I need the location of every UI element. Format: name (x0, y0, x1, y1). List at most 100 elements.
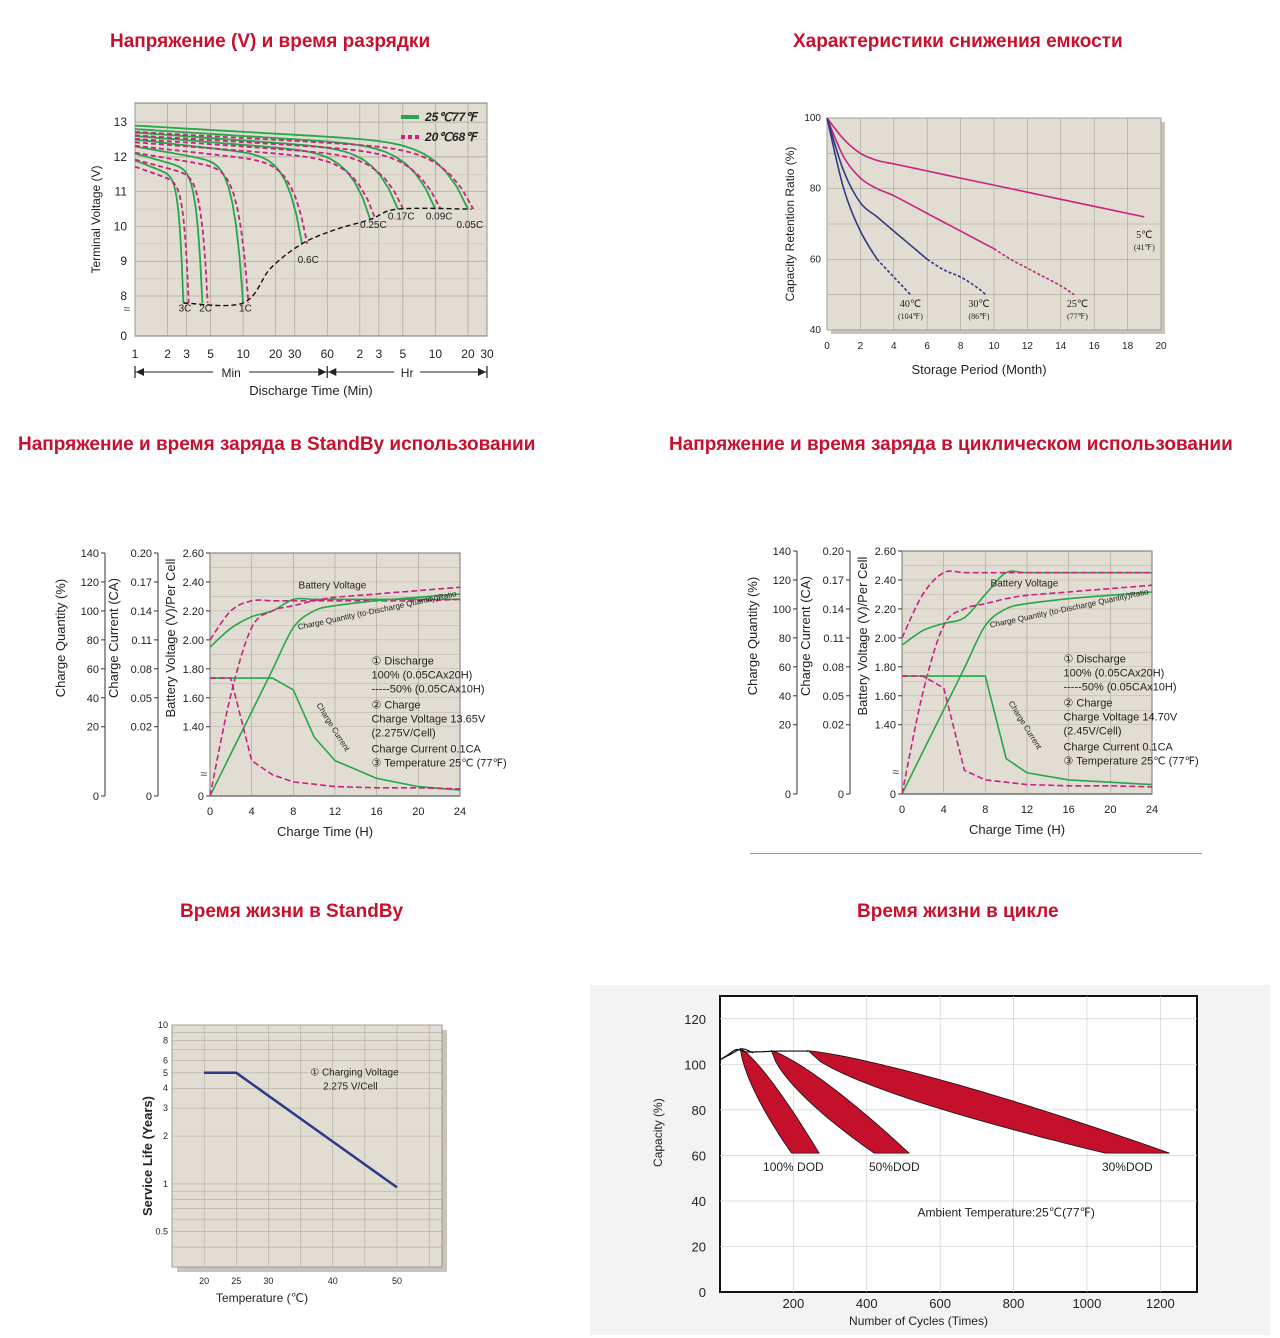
y-tick-label: 0.14 (131, 606, 152, 618)
x-axis-label: Charge Time (H) (969, 822, 1065, 837)
note-line: 2.275 V/Cell (323, 1081, 377, 1092)
y-tick-label: 100 (804, 113, 821, 124)
y-tick-label: 5 (163, 1068, 168, 1078)
y-axis-label: Service Life (Years) (140, 1096, 155, 1216)
discharge-curve (134, 152, 204, 304)
y-tick-label: 0.02 (131, 722, 152, 734)
x-tick-label: 1200 (1146, 1296, 1175, 1311)
y-tick-label: 80 (692, 1103, 706, 1118)
y-tick-label: 120 (81, 577, 99, 589)
y-tick-label: 8 (120, 289, 127, 303)
ambient-temperature-note: Ambient Temperature:25℃(77℉) (917, 1205, 1094, 1219)
discharge-curve (134, 135, 372, 220)
x-tick-label: 1000 (1072, 1296, 1101, 1311)
rate-label: 0.6C (298, 255, 319, 266)
charge-current-50-curve (902, 675, 1153, 788)
y-tick-label: 1.60 (183, 693, 204, 705)
x-tick-label: 800 (1003, 1296, 1025, 1311)
note-line: Charge Current 0.1CA (371, 743, 481, 755)
y-tick-label: 60 (779, 662, 791, 674)
discharge-curve (134, 151, 250, 304)
min-segment-label: Min (221, 366, 240, 380)
x-tick-label: 24 (1146, 804, 1158, 816)
y-tick-label: 0.20 (823, 546, 844, 558)
discharge-curve (134, 144, 309, 244)
x-tick-label: 30 (288, 347, 302, 361)
rate-label: 0.17C (388, 212, 415, 223)
capacity-fade-chart: 0 2 4 6 8 10 12 14 16 18 20 100 80 60 40 Storage Period… (783, 113, 1167, 377)
x-tick-label: 60 (321, 347, 335, 361)
x-tick-label: 20 (412, 806, 424, 818)
y-tick-label: 2.00 (183, 635, 204, 647)
x-axis-label: Charge Time (H) (277, 824, 373, 839)
discharge-curve (134, 134, 442, 210)
battery-voltage-label: Battery Voltage (299, 581, 367, 592)
hr-segment-label: Hr (401, 366, 414, 380)
y-tick-label: 20 (87, 722, 99, 734)
y-tick-label: 40 (692, 1194, 706, 1209)
y-tick-label: 2.20 (183, 606, 204, 618)
battery-voltage-label: Battery Voltage (991, 579, 1059, 590)
x-tick-label: 20 (1104, 804, 1116, 816)
series-label: 30℃ (968, 299, 989, 310)
y-tick-label: 11 (115, 185, 128, 199)
y-tick-label: 0 (146, 791, 152, 803)
discharge-curve (134, 158, 209, 304)
y-tick-label: 0.08 (823, 662, 844, 674)
y-tick-label: 0 (699, 1285, 706, 1300)
y-axis-label: Capacity (%) (651, 1098, 665, 1167)
x-tick-label: 2 (164, 347, 171, 361)
series-sublabel: (104℉) (898, 312, 923, 321)
dod-band (739, 1047, 820, 1154)
x-tick-label: 20 (461, 347, 475, 361)
y-axis-label: Charge Current (CA) (798, 576, 813, 696)
legend-label: 25℃77℉ (424, 110, 479, 124)
x-tick-label: 4 (941, 804, 947, 816)
x-axis-label: Temperature (℃) (216, 1291, 308, 1305)
y-tick-label: 0 (838, 789, 844, 801)
axis-break-mark: ≈ (892, 765, 899, 779)
battery-voltage-50-curve (901, 570, 1152, 639)
y-tick-label: 120 (773, 575, 791, 587)
y-tick-label: 0.17 (823, 575, 844, 587)
x-axis-label: Discharge Time (Min) (249, 383, 373, 398)
rate-label: 0.25C (360, 220, 387, 231)
charge-current-100-curve (902, 675, 1153, 786)
y-tick-label: 13 (114, 115, 128, 129)
fade-curve-solid (826, 117, 878, 260)
note-line: ③ Temperature 25℃ (77℉) (371, 757, 506, 769)
dod-band (770, 1049, 911, 1154)
y-axis-label: Charge Quantity (%) (53, 579, 68, 698)
axis-break-mark: ≈ (200, 767, 207, 781)
dod-label: 50%DOD (869, 1160, 920, 1174)
rate-label: 0.05C (457, 220, 484, 231)
x-tick-label: 400 (856, 1296, 878, 1311)
y-tick-label: 100 (81, 606, 99, 618)
note-line: -----50% (0.05CAx10H) (1063, 681, 1176, 693)
fade-curve-dashed (993, 248, 1075, 296)
y-tick-label: 10 (114, 219, 128, 233)
y-tick-label: 40 (810, 325, 822, 336)
fade-curve-dashed (926, 258, 987, 296)
y-tick-label: 1.80 (875, 662, 896, 674)
y-tick-label: 100 (684, 1057, 706, 1072)
x-tick-label: 2 (356, 347, 363, 361)
x-axis-label: Storage Period (Month) (911, 362, 1046, 377)
initial-capacity-curve (719, 1048, 809, 1061)
x-tick-label: 10 (236, 347, 250, 361)
y-tick-label: 40 (779, 691, 791, 703)
y-tick-label: 20 (692, 1239, 706, 1254)
segment-label-bg (213, 364, 250, 378)
note-line: Charge Voltage 13.65V (371, 713, 485, 725)
x-tick-label: 50 (392, 1276, 402, 1286)
note-line: ② Charge (371, 699, 420, 711)
series-sublabel: (41℉) (1134, 243, 1155, 252)
y-tick-label: 4 (163, 1083, 168, 1093)
y-axis-label: Battery Voltage (V)/Per Cell (855, 556, 870, 715)
series-sublabel: (86℉) (968, 312, 989, 321)
x-tick-label: 25 (231, 1276, 241, 1286)
y-tick-label: 0 (120, 329, 127, 343)
x-tick-label: 0 (207, 806, 213, 818)
battery-voltage-100-curve (901, 570, 1152, 646)
y-axis-label: Charge Current (CA) (106, 578, 121, 698)
